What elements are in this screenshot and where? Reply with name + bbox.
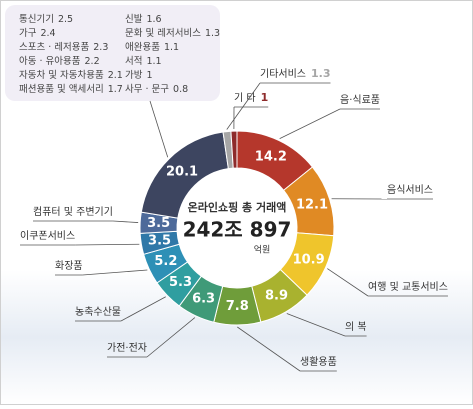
breakdown-value: 2.3	[93, 42, 108, 53]
category-name: 이쿠폰서비스	[20, 230, 75, 242]
category-label: 가전·전자	[107, 342, 147, 354]
category-label: 농축수산물	[75, 306, 121, 318]
value-label: 1.3	[311, 67, 331, 80]
category-label: 컴퓨터 및 주변기기	[33, 206, 113, 218]
breakdown-name: 애완용품	[125, 42, 160, 53]
value-label: 5.3	[169, 275, 192, 290]
leader-line	[227, 83, 260, 130]
breakdown-name: 아동 · 유아용품	[19, 56, 81, 67]
breakdown-item: 자동차 및 자동차용품 2.1	[19, 69, 123, 81]
category-label: 이쿠폰서비스	[20, 230, 75, 242]
breakdown-value: 2.4	[40, 28, 55, 39]
value-label: 12.1	[296, 197, 328, 212]
breakdown-name: 가방	[125, 70, 143, 81]
category-label: 기타서비스 1.3	[260, 67, 331, 80]
category-name: 여행 및 교통서비스	[368, 281, 448, 293]
category-name: 농축수산물	[75, 306, 121, 318]
category-label: 의 복	[345, 321, 367, 333]
breakdown-item: 통신기기 2.5	[19, 14, 73, 25]
category-name: 기 타	[234, 92, 256, 104]
center-value: 242조 897	[183, 218, 292, 242]
category-name: 음식서비스	[387, 184, 433, 196]
breakdown-value: 1.6	[146, 14, 161, 25]
breakdown-name: 문화 및 레저서비스	[125, 27, 201, 39]
breakdown-name: 스포츠 · 레저용품	[19, 42, 89, 53]
value-label: 20.1	[166, 164, 198, 179]
breakdown-name: 패션용품 및 액세서리	[19, 83, 104, 95]
breakdown-value: 2.5	[58, 14, 73, 25]
breakdown-item: 패션용품 및 액세서리 1.7	[19, 83, 123, 95]
category-name: 기타서비스	[260, 68, 306, 80]
value-label: 3.5	[148, 233, 171, 248]
value-label: 7.8	[226, 299, 249, 314]
breakdown-item: 애완용품 1.1	[125, 42, 179, 53]
breakdown-value: 1.7	[108, 84, 123, 95]
category-name: 화장품	[55, 260, 83, 272]
center-title: 온라인쇼핑 총 거래액	[188, 200, 287, 214]
category-label: 음·식료품	[340, 94, 380, 106]
value-label: 6.3	[192, 292, 215, 307]
breakdown-name: 자동차 및 자동차용품	[19, 69, 104, 81]
breakdown-name: 신발	[125, 14, 143, 25]
leader-line	[113, 221, 138, 223]
value-label: 5.2	[154, 254, 177, 269]
category-name: 의 복	[345, 321, 367, 333]
breakdown-name: 사무 · 문구	[125, 84, 169, 95]
breakdown-name: 가구	[19, 28, 37, 39]
value-label: 1	[261, 91, 269, 104]
breakdown-value: 0.8	[173, 84, 188, 95]
breakdown-item: 사무 · 문구 0.8	[125, 84, 188, 95]
category-name: 컴퓨터 및 주변기기	[33, 206, 113, 218]
category-name: 음·식료품	[340, 94, 380, 106]
breakdown-item: 문화 및 레저서비스 1.3	[125, 27, 220, 39]
leader-line	[280, 109, 340, 139]
category-label: 음식서비스	[387, 184, 433, 196]
center-unit: 억원	[254, 244, 271, 256]
category-label: 기 타 1	[234, 91, 268, 104]
breakdown-value: 2.1	[108, 70, 123, 81]
value-label: 8.9	[265, 288, 288, 303]
breakdown-item: 스포츠 · 레저용품 2.3	[19, 42, 108, 53]
category-label: 여행 및 교통서비스	[368, 281, 448, 293]
breakdown-name: 서적	[125, 55, 142, 67]
leader-line	[75, 244, 139, 245]
category-name: 가전·전자	[107, 342, 147, 354]
breakdown-value: 1.1	[164, 42, 179, 53]
value-label: 3.5	[147, 216, 170, 231]
category-name: 생활용품	[300, 355, 337, 368]
breakdown-value: 2.2	[85, 56, 100, 67]
category-label: 생활용품	[300, 355, 337, 368]
breakdown-value: 1	[146, 70, 152, 81]
value-label: 10.9	[293, 253, 325, 268]
breakdown-value: 1.3	[205, 28, 220, 39]
category-label: 화장품	[55, 260, 83, 272]
breakdown-value: 1.1	[146, 56, 161, 67]
leader-line	[150, 101, 168, 157]
value-label: 14.2	[255, 150, 287, 165]
breakdown-name: 통신기기	[19, 14, 54, 25]
breakdown-item: 아동 · 유아용품 2.2	[19, 56, 100, 67]
